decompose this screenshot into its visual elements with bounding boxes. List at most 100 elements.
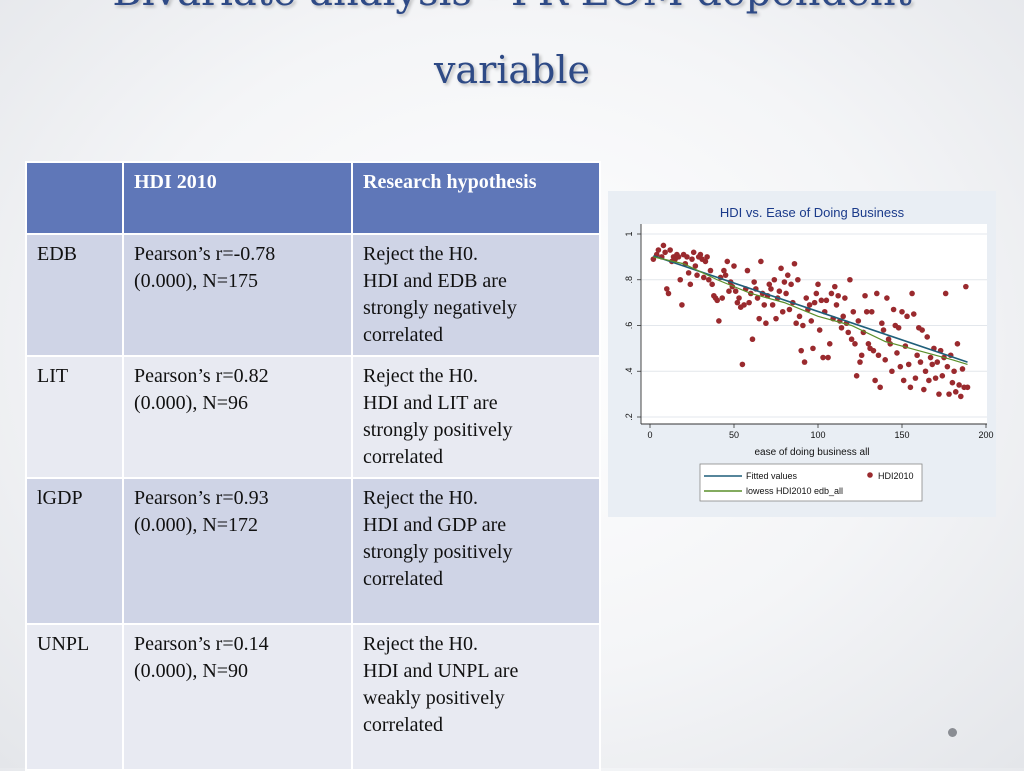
- data-point: [952, 389, 959, 395]
- x-tick-label: 100: [810, 430, 825, 440]
- hypothesis-line: Reject the H0.: [363, 243, 478, 265]
- data-point: [754, 295, 761, 301]
- data-point: [721, 267, 727, 274]
- data-point: [910, 311, 917, 317]
- data-point: [808, 318, 815, 324]
- data-point: [732, 288, 739, 294]
- legend-points-swatch: [867, 472, 873, 478]
- x-tick-label: 0: [647, 430, 652, 440]
- slide-bullet-dot: [948, 728, 957, 737]
- data-point: [924, 334, 930, 340]
- data-point: [690, 249, 697, 256]
- data-point: [850, 308, 857, 315]
- data-point: [709, 281, 715, 288]
- data-point: [744, 267, 751, 274]
- hypothesis-cell: Reject the H0. HDI and LIT are strongly …: [351, 355, 601, 479]
- statistic-line: Pearson’s r=0.82: [134, 365, 269, 387]
- data-point: [922, 368, 929, 375]
- data-point: [746, 299, 752, 306]
- hypothesis-line: HDI and EDB are: [363, 270, 507, 292]
- hypothesis-line: correlated: [363, 324, 443, 346]
- hypothesis-line: strongly positively: [363, 541, 513, 563]
- data-point: [842, 295, 848, 301]
- data-point: [716, 318, 722, 324]
- variable-cell: lGDP: [25, 477, 124, 625]
- data-point: [781, 279, 788, 285]
- results-table: HDI 2010 Research hypothesis EDB Pearson…: [25, 161, 601, 771]
- data-point: [714, 297, 720, 304]
- variable-cell: LIT: [25, 355, 124, 479]
- data-point: [835, 292, 841, 299]
- data-point: [769, 302, 776, 308]
- data-point: [761, 302, 768, 308]
- data-point: [796, 313, 803, 320]
- legend-lowess-label: lowess HDI2010 edb_all: [746, 486, 843, 496]
- data-point: [942, 290, 949, 297]
- data-point: [879, 320, 885, 327]
- data-point: [853, 373, 860, 379]
- data-point: [939, 373, 946, 379]
- data-point: [820, 354, 826, 361]
- data-point: [954, 341, 961, 347]
- table-row: UNPL Pearson’s r=0.14 (0.000), N=90 Reje…: [25, 623, 601, 771]
- data-point: [664, 286, 670, 292]
- data-point: [679, 302, 685, 308]
- chart-legend: Fitted values HDI2010 lowess HDI2010 edb…: [699, 463, 923, 502]
- x-tick-label: 150: [894, 430, 909, 440]
- hypothesis-line: HDI and UNPL are: [363, 660, 519, 682]
- data-point: [852, 341, 858, 347]
- hypothesis-cell: Reject the H0. HDI and EDB are strongly …: [351, 233, 601, 357]
- table-row: lGDP Pearson’s r=0.93 (0.000), N=172 Rej…: [25, 477, 601, 625]
- data-point: [776, 288, 783, 294]
- data-point: [865, 341, 872, 347]
- data-point: [868, 308, 875, 315]
- data-point: [880, 327, 887, 333]
- data-point: [665, 290, 672, 297]
- data-point: [655, 247, 662, 253]
- fit-lines: [653, 254, 968, 365]
- data-point: [800, 322, 806, 329]
- data-point: [791, 260, 798, 267]
- data-point: [885, 336, 892, 343]
- data-point: [963, 283, 969, 290]
- data-point: [927, 354, 934, 361]
- data-point: [707, 267, 714, 274]
- slide-title-line-2: variable: [433, 48, 591, 92]
- y-tick-label: .2: [624, 413, 634, 421]
- y-tick-label: .6: [624, 322, 634, 330]
- data-point: [784, 272, 791, 278]
- data-point: [685, 270, 692, 276]
- slide-title-line-1: Bivariate analysis - PR EOM dependent: [0, 0, 1024, 16]
- x-tick-label: 200: [978, 430, 993, 440]
- hypothesis-line: correlated: [363, 714, 443, 736]
- hypothesis-line: HDI and GDP are: [363, 514, 507, 536]
- data-point: [890, 306, 897, 313]
- data-point: [857, 359, 863, 365]
- data-point: [882, 357, 888, 363]
- data-point: [847, 276, 853, 283]
- data-point: [813, 290, 820, 297]
- data-point: [840, 313, 846, 320]
- data-point: [855, 318, 862, 324]
- data-point: [964, 384, 971, 391]
- data-point: [756, 315, 762, 322]
- statistic-cell: Pearson’s r=0.82 (0.000), N=96: [122, 355, 353, 479]
- statistic-cell: Pearson’s r=0.93 (0.000), N=172: [122, 477, 353, 625]
- data-point: [919, 327, 925, 333]
- data-point: [719, 295, 726, 301]
- data-point: [751, 279, 757, 285]
- legend-points-label: HDI2010: [878, 471, 914, 481]
- data-point: [914, 352, 920, 359]
- data-point: [803, 295, 810, 301]
- data-point: [959, 366, 966, 372]
- header-cell-empty: [25, 161, 124, 235]
- data-point: [726, 288, 732, 294]
- data-point: [660, 242, 667, 249]
- data-point: [932, 375, 939, 381]
- data-point: [779, 308, 786, 315]
- y-tick-label: 1: [624, 231, 634, 236]
- data-point: [909, 290, 915, 297]
- data-point: [926, 377, 932, 384]
- statistic-cell: Pearson’s r=0.14 (0.000), N=90: [122, 623, 353, 771]
- hypothesis-line: Reject the H0.: [363, 633, 478, 655]
